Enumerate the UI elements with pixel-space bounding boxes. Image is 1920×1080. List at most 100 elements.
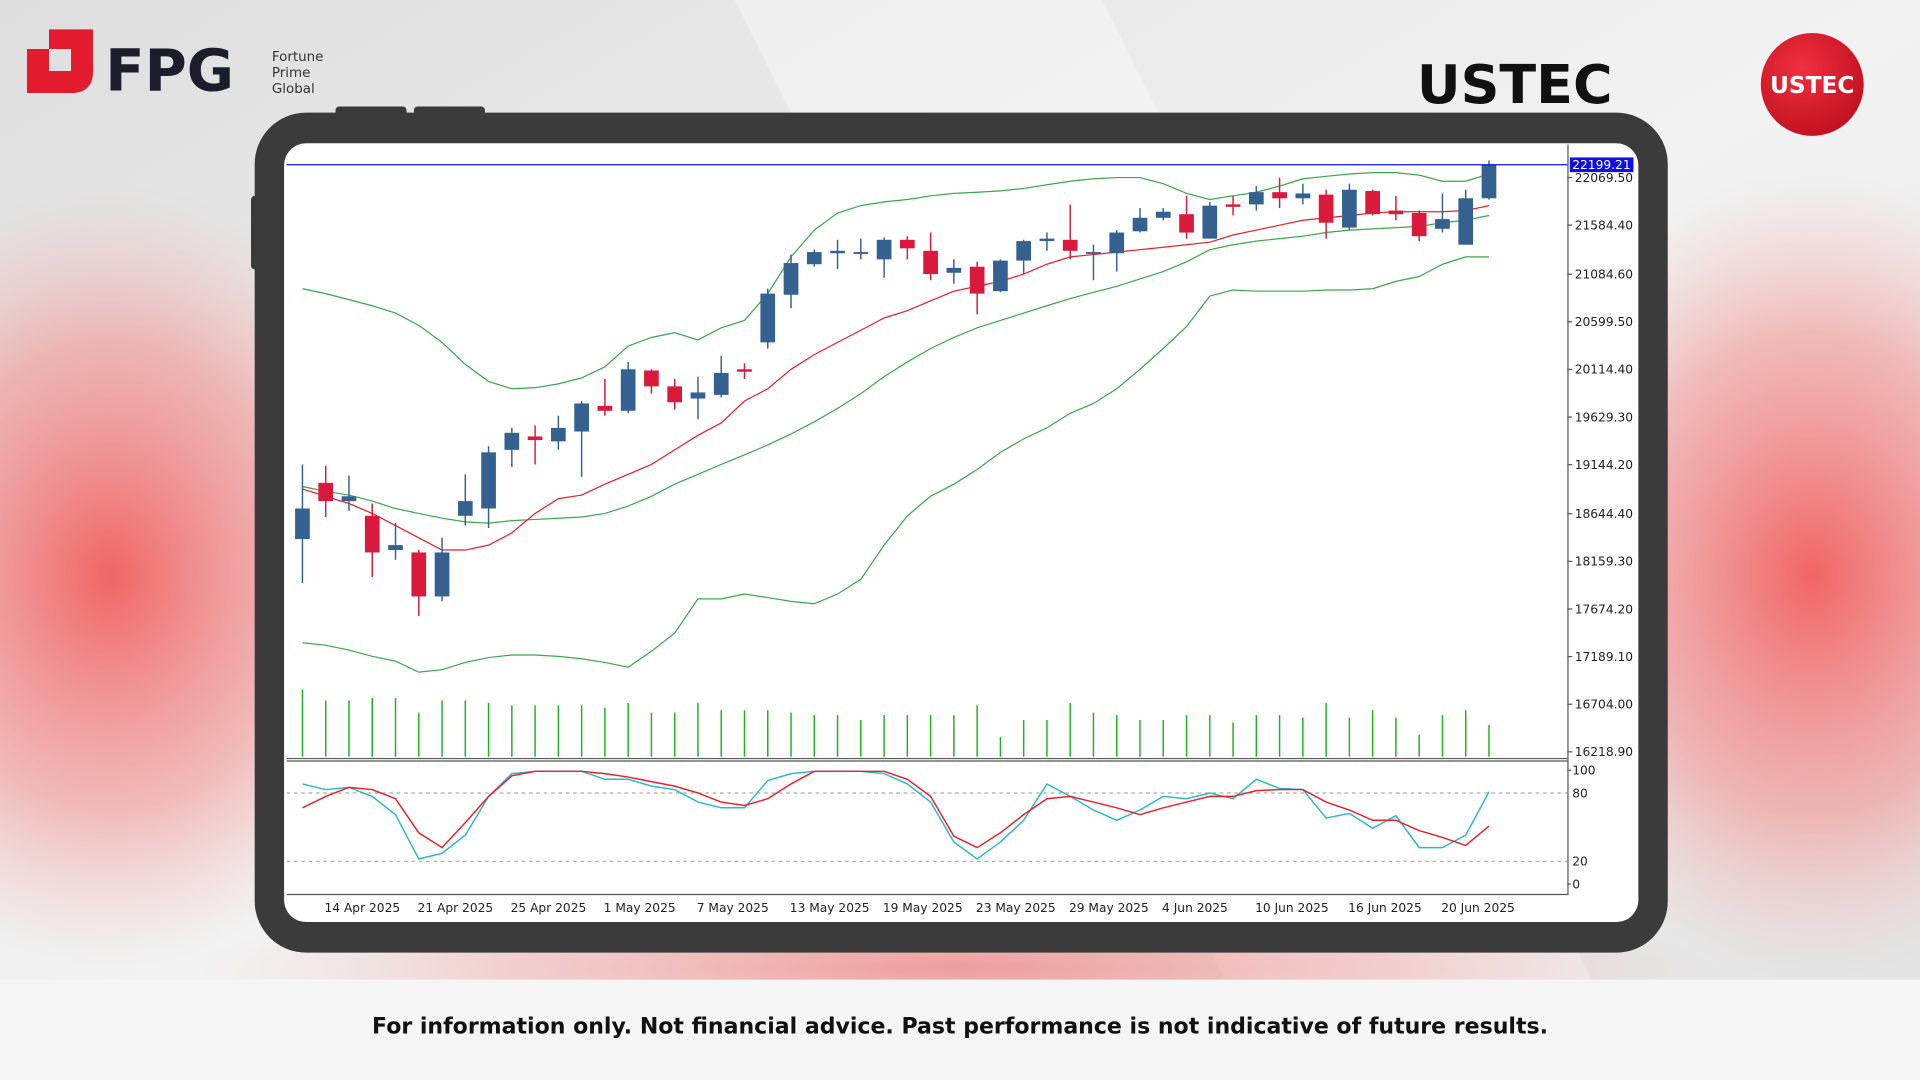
badge [1760, 33, 1864, 136]
y-tick-label: 19144.20 [1575, 458, 1633, 472]
x-tick-label: 23 May 2025 [976, 901, 1056, 915]
x-tick-label: 7 May 2025 [697, 901, 769, 915]
candle-body [1132, 217, 1148, 232]
y-tick-label: 18644.40 [1575, 507, 1633, 521]
y-tick-label: 17674.20 [1575, 602, 1633, 616]
indicator-line [302, 172, 1490, 390]
candle-body [1365, 191, 1380, 215]
indicator-line [302, 214, 1490, 524]
candle-body [318, 482, 334, 502]
y-tick-label: 18159.30 [1575, 555, 1633, 569]
y-tick-label: 17189.10 [1575, 650, 1633, 664]
brand: FPG [105, 38, 234, 105]
stoch-tick-label: 0 [1572, 877, 1580, 891]
y-tick-label: 21084.60 [1575, 267, 1633, 281]
candle-body [876, 239, 892, 260]
candle-body [481, 452, 496, 509]
indicator-line [302, 204, 1490, 551]
x-tick-label: 4 Jun 2025 [1162, 901, 1228, 915]
candle-body [1202, 205, 1218, 239]
candle-body [574, 403, 589, 432]
candle-body [690, 392, 706, 399]
stoch-tick-label: 100 [1572, 763, 1595, 777]
y-tick-label: 19629.30 [1575, 410, 1633, 424]
x-tick-label: 16 Jun 2025 [1348, 901, 1422, 915]
candle-body [388, 545, 403, 551]
candle-body [364, 515, 380, 553]
candle-body [900, 239, 915, 249]
candle-body [1411, 213, 1427, 237]
tagline: Prime [272, 66, 311, 81]
candle-body [620, 369, 636, 411]
candle-body [923, 250, 938, 275]
y-tick-label: 16704.00 [1575, 698, 1633, 712]
x-tick-label: 25 Apr 2025 [511, 901, 587, 915]
x-tick-label: 19 May 2025 [883, 901, 963, 915]
tagline: Global [272, 82, 315, 97]
y-tick-label: 20599.50 [1575, 315, 1633, 329]
logo-icon [26, 29, 94, 94]
candle-body [1179, 214, 1194, 233]
candle-body [295, 508, 310, 540]
candle-body [830, 250, 845, 254]
candle-body [1318, 194, 1334, 223]
screen [284, 143, 1639, 923]
candle-body [969, 266, 985, 294]
candle-body [1481, 164, 1497, 199]
x-tick-label: 21 Apr 2025 [418, 901, 494, 915]
candle-body [457, 501, 473, 516]
stoch-line [302, 770, 1490, 849]
candle-body [434, 552, 450, 597]
candle-body [1039, 238, 1055, 242]
candle-body [1109, 232, 1125, 254]
candle-body [341, 496, 357, 502]
candle-body [527, 436, 543, 441]
chart: 22069.50 21584.40 21084.60 20599.50 20114.40… [286, 144, 1634, 915]
candle-body [411, 552, 427, 597]
candle-body [1062, 239, 1078, 251]
candle-body [946, 267, 962, 273]
x-tick-label: 29 May 2025 [1069, 901, 1149, 915]
candle-body [1458, 198, 1474, 245]
y-tick-label: 22069.50 [1575, 171, 1633, 185]
candle-body [1225, 204, 1241, 207]
candle-body [1342, 189, 1357, 228]
title: USTEC [1417, 53, 1613, 116]
current-price-box [1569, 157, 1634, 173]
candle-body [667, 386, 683, 403]
candle-body [783, 263, 799, 295]
candle-body [1016, 241, 1032, 261]
candle-body [597, 405, 613, 411]
candle-body [737, 369, 752, 372]
x-tick-label: 20 Jun 2025 [1441, 901, 1515, 915]
candle-body [644, 370, 659, 387]
candle-body [993, 260, 1008, 292]
candle-body [1248, 192, 1264, 205]
candle-body [1155, 211, 1171, 218]
disclaimer: For information only. Not financial advi… [372, 1014, 1548, 1039]
current-price-label: 22199.21 [1572, 158, 1630, 172]
footer-band [0, 979, 1920, 1080]
stoch-tick-label: 80 [1572, 786, 1588, 800]
candle-body [1435, 219, 1450, 229]
y-tick-label: 20114.40 [1575, 363, 1633, 377]
candle-body [1086, 252, 1101, 254]
candle-body [853, 252, 869, 254]
candle-body [760, 293, 776, 343]
stoch-tick-label: 20 [1572, 855, 1588, 869]
indicator-line [302, 256, 1489, 673]
candle-body [713, 372, 729, 395]
candle-body [1388, 210, 1404, 215]
tagline: Fortune [272, 50, 324, 65]
x-tick-label: 14 Apr 2025 [324, 901, 400, 915]
x-tick-label: 1 May 2025 [604, 901, 676, 915]
x-tick-label: 13 May 2025 [790, 901, 870, 915]
candle-body [551, 427, 566, 442]
badge-label: USTEC [1770, 72, 1854, 99]
candle-body [806, 252, 822, 265]
candle-body [1295, 193, 1311, 199]
y-tick-label: 21584.40 [1575, 218, 1633, 232]
candle-body [504, 432, 520, 450]
x-tick-label: 10 Jun 2025 [1255, 901, 1329, 915]
